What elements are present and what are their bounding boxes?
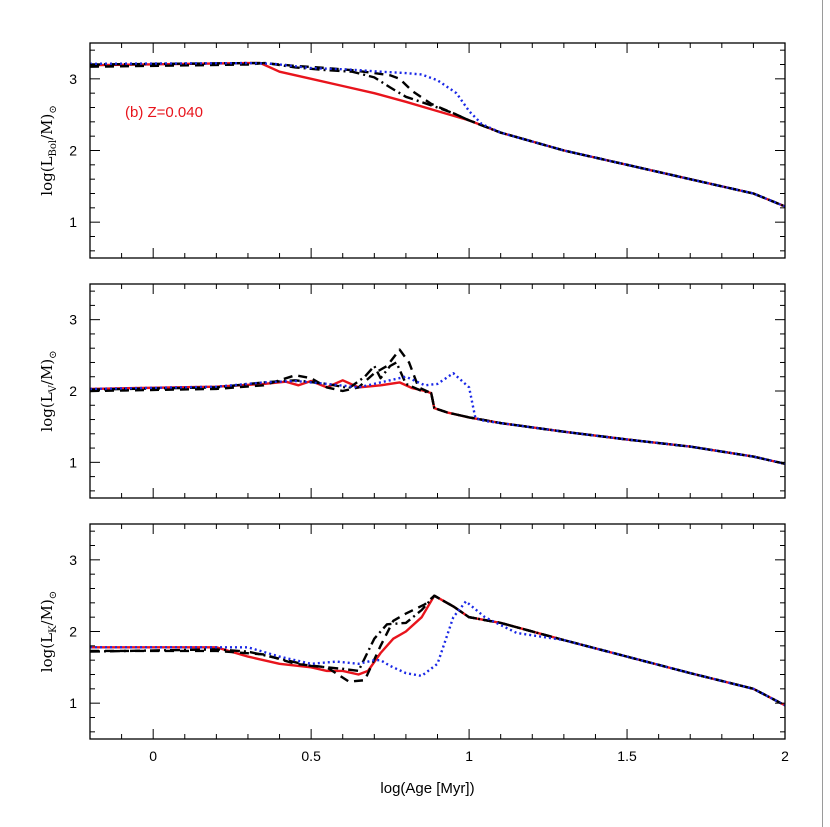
panel-1: 1 2 3 log(LBol/M)⊙ (b) Z=0.040 [38,42,786,259]
y-tick-label: 2 [69,383,77,399]
window-right-border [822,0,823,827]
y-axis-label-text: log(L [38,392,56,431]
series-line-blue-dotted [90,600,785,707]
y-axis-label-sun-symbol: ⊙ [48,350,59,358]
y-axis-label-text: log(L [38,633,56,672]
y-axis-label-subscript: Bol [48,140,59,157]
y-tick-label: 2 [69,143,77,159]
series-line-black-dashdot [90,361,785,465]
series-line-black-dashdot [90,61,785,208]
x-tick-label: 0.5 [301,748,321,764]
y-tick-label: 1 [69,695,77,711]
series-line-black-dashdot [90,594,785,707]
series-line-black-dashed [90,348,785,465]
y-axis-label-text: /M) [38,359,56,385]
series-group [90,61,785,208]
y-axis-label-text: /M) [38,599,56,625]
series-line-black-dashed [90,61,785,208]
y-axis-label: log(LV/M)⊙ [38,350,59,431]
x-tick-label: 0 [149,748,157,764]
x-tick-label: 1 [465,748,473,764]
series-line-red-solid [90,379,785,465]
y-axis-label-subscript: K [48,625,59,633]
panel-annotation: (b) Z=0.040 [125,104,203,121]
x-axis-label: log(Age [Myr]) [380,780,474,797]
x-tick-label: 2 [781,748,789,764]
y-axis-label-subscript: V [48,384,59,393]
y-axis-label: log(LK/M)⊙ [38,591,59,672]
y-axis-label-text: log(L [38,156,56,195]
plot-frame [89,42,786,259]
series-line-blue-dotted [90,372,785,465]
y-axis-label: log(LBol/M)⊙ [38,105,59,195]
y-tick-label: 1 [69,214,77,230]
y-tick-label: 3 [69,312,77,328]
y-tick-label: 2 [69,624,77,640]
series-line-blue-dotted [90,61,785,208]
series-line-red-solid [90,61,785,208]
y-axis-label-sun-symbol: ⊙ [48,591,59,599]
plot-frame [89,523,786,740]
series-group [90,348,785,465]
series-group [90,594,785,707]
plot-frame [89,283,786,499]
y-axis-label-text: /M) [38,114,56,140]
series-line-black-dashed [90,594,785,707]
y-tick-label: 1 [69,454,77,470]
y-tick-label: 3 [69,552,77,568]
panel-3: 1 2 3 log(LK/M)⊙ 0 0.5 1 1.5 2 log(Age [Myr]) [38,523,789,797]
y-axis-label-sun-symbol: ⊙ [48,105,59,113]
panel-2: 1 2 3 log(LV/M)⊙ [38,283,786,499]
x-tick-label: 1.5 [617,748,637,764]
y-tick-label: 3 [69,71,77,87]
